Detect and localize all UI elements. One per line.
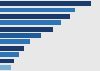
Bar <box>0 8 75 12</box>
Bar <box>0 20 61 25</box>
Bar <box>0 1 91 6</box>
Bar <box>0 39 30 44</box>
Bar <box>0 46 24 51</box>
Bar <box>0 14 70 19</box>
Bar <box>0 52 19 57</box>
Bar <box>0 65 11 70</box>
Bar <box>0 59 14 63</box>
Bar <box>0 27 53 32</box>
Bar <box>0 33 41 38</box>
